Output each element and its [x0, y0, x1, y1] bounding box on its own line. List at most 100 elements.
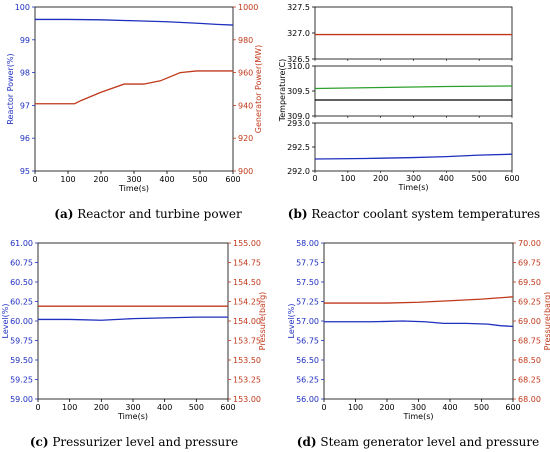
panel-caption: (b) Reactor coolant system temperatures — [288, 207, 540, 221]
left-y-tick-label: 58.00 — [296, 239, 319, 248]
right-y-axis-label: Generator Power(MW) — [254, 45, 263, 133]
left-y-tick-label: 59.50 — [10, 356, 33, 365]
left-y-axis-label: Level(%) — [287, 304, 296, 339]
series-line — [314, 153, 513, 160]
x-tick-label: 0 — [35, 403, 40, 412]
left-y-tick-label: 61.00 — [10, 239, 33, 248]
panel-caption: (d) Steam generator level and pressure — [297, 435, 539, 449]
x-tick-label: 100 — [62, 403, 77, 412]
right-y-tick-label: 69.00 — [518, 317, 541, 326]
x-tick-label: 400 — [157, 403, 172, 412]
y-tick-label: 327.0 — [287, 29, 310, 38]
caption-text: Pressurizer level and pressure — [49, 435, 239, 449]
left-y-tick-label: 57.25 — [296, 298, 319, 307]
x-tick-label: 100 — [348, 403, 363, 412]
left-y-tick-label: 57.50 — [296, 278, 319, 287]
left-y-tick-label: 95 — [20, 167, 30, 176]
left-series-line — [38, 316, 228, 321]
left-y-tick-label: 97 — [20, 101, 30, 110]
left-y-tick-label: 59.75 — [10, 337, 33, 346]
subplot-frame — [314, 65, 513, 117]
x-axis-label: Time(s) — [117, 412, 148, 421]
right-y-tick-label: 1000 — [238, 3, 258, 12]
left-y-tick-label: 99 — [20, 36, 30, 45]
x-tick-label: 100 — [340, 174, 355, 183]
series-line — [314, 85, 513, 90]
x-tick-label: 500 — [472, 174, 487, 183]
x-tick-label: 300 — [411, 403, 426, 412]
right-y-tick-label: 70.00 — [518, 239, 541, 248]
y-tick-label: 292.0 — [287, 167, 310, 176]
caption-letter: (d) — [297, 435, 317, 449]
caption-letter: (a) — [54, 207, 73, 221]
right-y-tick-label: 69.25 — [518, 298, 541, 307]
caption-text: Steam generator level and pressure — [317, 435, 540, 449]
x-axis-label: Time(s) — [398, 183, 429, 192]
y-tick-label: 327.5 — [287, 3, 310, 12]
x-tick-label: 600 — [220, 403, 235, 412]
y-tick-label: 326.5 — [287, 55, 310, 64]
right-y-tick-label: 154.25 — [233, 298, 261, 307]
right-y-tick-label: 153.75 — [233, 337, 261, 346]
right-y-tick-label: 68.50 — [518, 356, 541, 365]
right-y-tick-label: 900 — [238, 167, 253, 176]
x-tick-label: 100 — [60, 175, 75, 184]
x-tick-label: 200 — [379, 403, 394, 412]
right-y-tick-label: 980 — [238, 36, 253, 45]
right-y-tick-label: 154.00 — [233, 317, 261, 326]
left-series-line — [324, 320, 514, 328]
x-tick-label: 600 — [504, 174, 519, 183]
x-tick-label: 600 — [225, 175, 240, 184]
panel-caption: (c) Pressurizer level and pressure — [30, 435, 238, 449]
left-y-tick-label: 59.25 — [10, 376, 33, 385]
x-tick-label: 0 — [32, 175, 37, 184]
left-y-tick-label: 57.00 — [296, 317, 319, 326]
left-y-tick-label: 100 — [15, 3, 30, 12]
left-y-tick-label: 60.25 — [10, 298, 33, 307]
right-y-tick-label: 155.00 — [233, 239, 261, 248]
right-y-tick-label: 153.00 — [233, 395, 261, 404]
subplot-frame — [314, 6, 513, 60]
right-y-tick-label: 68.25 — [518, 376, 541, 385]
x-tick-label: 500 — [189, 403, 204, 412]
subplot-frame — [314, 122, 513, 172]
left-y-tick-label: 60.00 — [10, 317, 33, 326]
x-tick-label: 500 — [474, 403, 489, 412]
y-tick-label: 293.0 — [287, 119, 310, 128]
y-tick-label: 309.0 — [287, 112, 310, 121]
x-tick-label: 600 — [505, 403, 520, 412]
plot-frame — [34, 6, 234, 172]
right-y-tick-label: 154.50 — [233, 278, 261, 287]
x-tick-label: 300 — [125, 403, 140, 412]
x-tick-label: 300 — [126, 175, 141, 184]
caption-letter: (b) — [288, 207, 308, 221]
x-tick-label: 300 — [406, 174, 421, 183]
left-y-tick-label: 56.50 — [296, 356, 319, 365]
right-y-tick-label: 154.75 — [233, 259, 261, 268]
left-y-tick-label: 56.75 — [296, 337, 319, 346]
left-y-tick-label: 98 — [20, 69, 30, 78]
x-tick-label: 200 — [94, 403, 109, 412]
plot-frame — [37, 242, 229, 400]
left-y-tick-label: 56.25 — [296, 376, 319, 385]
right-y-tick-label: 68.75 — [518, 337, 541, 346]
left-y-tick-label: 60.75 — [10, 259, 33, 268]
left-y-tick-label: 56.00 — [296, 395, 319, 404]
y-tick-label: 292.5 — [287, 143, 310, 152]
right-y-tick-label: 940 — [238, 101, 253, 110]
right-series-line — [324, 296, 514, 304]
x-tick-label: 400 — [442, 403, 457, 412]
right-y-tick-label: 153.50 — [233, 356, 261, 365]
left-y-axis-label: Reactor Power(%) — [6, 53, 15, 124]
right-series-line — [35, 70, 233, 105]
left-y-tick-label: 57.75 — [296, 259, 319, 268]
left-series-line — [35, 18, 234, 26]
right-y-tick-label: 153.25 — [233, 376, 261, 385]
y-tick-label: 309.5 — [287, 87, 310, 96]
right-y-axis-label: Pressure(barg) — [543, 292, 550, 351]
left-y-axis-label: Level(%) — [1, 304, 10, 339]
x-tick-label: 400 — [439, 174, 454, 183]
left-y-tick-label: 59.00 — [10, 395, 33, 404]
x-tick-label: 0 — [321, 403, 326, 412]
